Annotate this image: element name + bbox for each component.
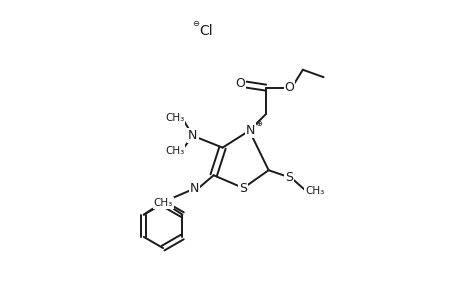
Text: CH₃: CH₃ xyxy=(153,198,173,208)
Text: O: O xyxy=(284,81,294,94)
Text: O: O xyxy=(235,77,245,90)
Text: N: N xyxy=(189,182,199,195)
Text: S: S xyxy=(239,182,247,194)
Text: Cl: Cl xyxy=(198,24,212,38)
Text: N: N xyxy=(188,129,197,142)
Text: ⊕: ⊕ xyxy=(254,119,261,128)
Text: ⊖: ⊖ xyxy=(192,19,199,28)
Text: CH₃: CH₃ xyxy=(165,113,184,123)
Text: CH₃: CH₃ xyxy=(153,198,173,208)
Text: N: N xyxy=(246,124,255,137)
Text: CH₃: CH₃ xyxy=(165,146,184,156)
Text: S: S xyxy=(285,171,293,184)
Text: CH₃: CH₃ xyxy=(304,186,324,196)
